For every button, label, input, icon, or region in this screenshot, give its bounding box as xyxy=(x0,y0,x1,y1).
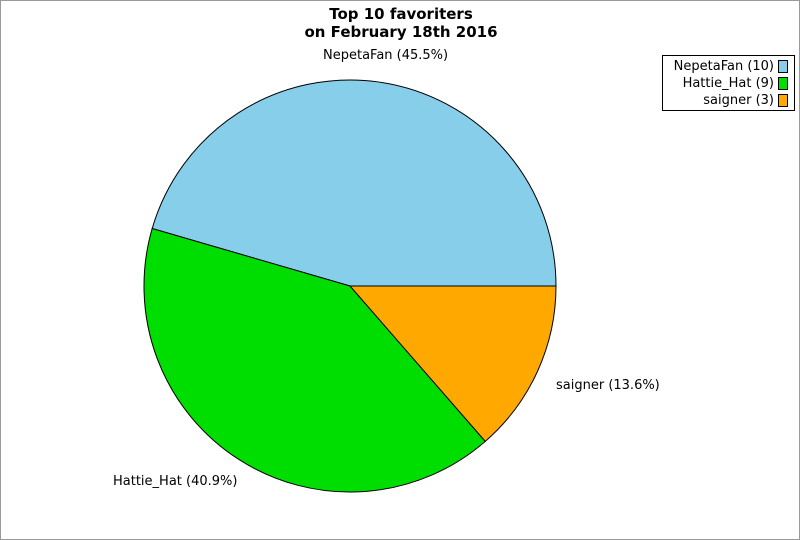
legend-row-hattie-hat: Hattie_Hat (9) xyxy=(667,75,788,92)
slice-label-hattie-hat: Hattie_Hat (40.9%) xyxy=(113,474,238,489)
pie-slice-hattie_hat xyxy=(143,227,486,493)
legend-label-hattie-hat: Hattie_Hat (9) xyxy=(682,76,774,91)
legend-swatch-saigner xyxy=(778,94,788,107)
slice-label-nepetafan: NepetaFan (45.5%) xyxy=(323,48,449,63)
chart-title-line1: Top 10 favoriters xyxy=(329,5,473,23)
legend-row-nepetafan: NepetaFan (10) xyxy=(667,58,788,75)
legend-swatch-hattie-hat xyxy=(778,77,788,90)
legend-row-saigner: saigner (3) xyxy=(667,92,788,109)
chart-title-line2: on February 18th 2016 xyxy=(304,23,498,41)
legend-label-saigner: saigner (3) xyxy=(703,93,774,108)
legend-swatch-nepetafan xyxy=(778,60,788,73)
pie-slice-saigner xyxy=(348,285,557,443)
legend-box: NepetaFan (10) Hattie_Hat (9) saigner (3… xyxy=(662,55,795,111)
legend-label-nepetafan: NepetaFan (10) xyxy=(673,59,774,74)
slice-label-saigner: saigner (13.6%) xyxy=(556,378,660,393)
pie-slice-nepetafan xyxy=(151,79,557,287)
chart-title: Top 10 favoriters on February 18th 2016 xyxy=(1,5,799,41)
